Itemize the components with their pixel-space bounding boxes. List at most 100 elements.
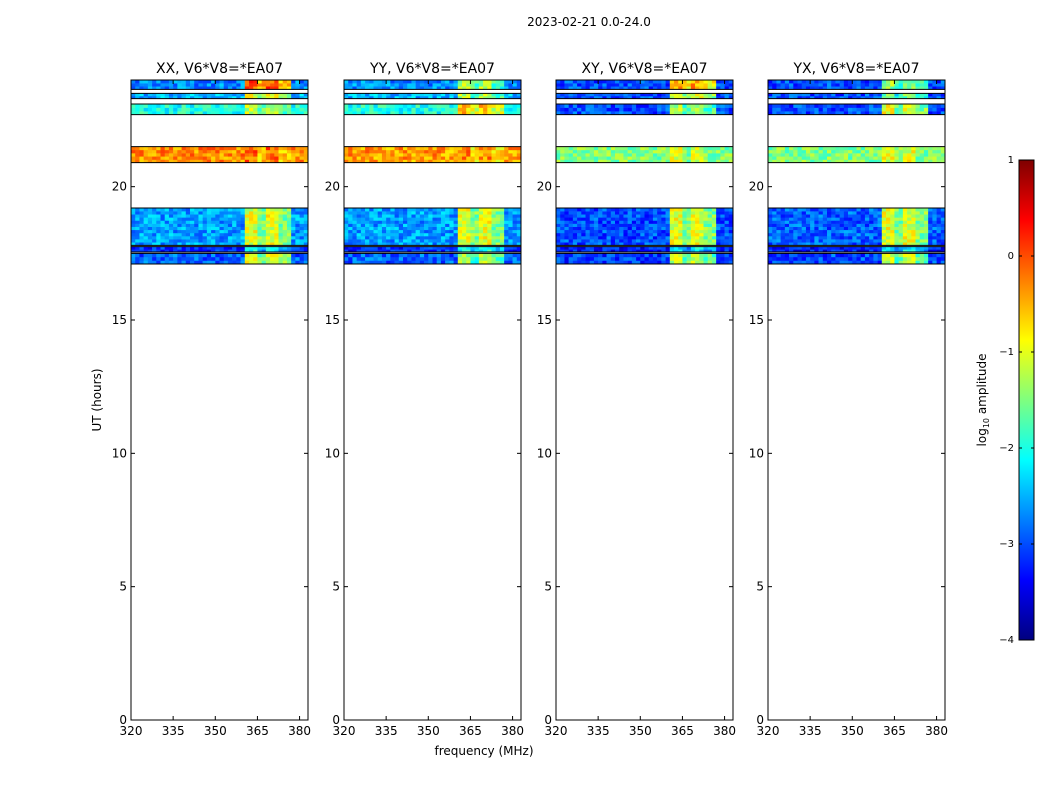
heatmap-cell — [703, 246, 709, 250]
heatmap-cell — [686, 149, 692, 154]
heatmap-cell — [793, 256, 798, 261]
heatmap-cell — [394, 93, 400, 97]
heatmap-cell — [707, 83, 713, 87]
heatmap-cells — [556, 79, 734, 265]
heatmap-cell — [190, 80, 195, 84]
heatmap-cell — [711, 220, 717, 224]
heatmap-cell — [716, 229, 721, 234]
heatmap-cell — [516, 93, 522, 97]
heatmap-cell — [593, 159, 599, 163]
heatmap-cell — [516, 232, 522, 237]
heatmap-cell — [168, 232, 174, 237]
heatmap-cell — [780, 229, 786, 234]
heatmap-cell — [453, 214, 459, 218]
heatmap-cell — [348, 260, 353, 265]
heatmap-cell — [282, 83, 288, 87]
heatmap-cell — [873, 217, 878, 221]
heatmap-cell — [436, 104, 442, 108]
heatmap-cell — [173, 229, 178, 234]
heatmap-cell — [270, 93, 275, 97]
heatmap-cell — [898, 159, 904, 163]
heatmap-cell — [407, 214, 412, 218]
heatmap-cell — [572, 107, 578, 112]
heatmap-cell — [898, 253, 904, 258]
heatmap-cell — [495, 80, 501, 84]
heatmap-cell — [303, 253, 309, 258]
heatmap-cell — [648, 246, 654, 250]
heatmap-cell — [512, 149, 518, 154]
heatmap-cell — [593, 83, 599, 87]
heatmap-cell — [793, 153, 798, 157]
heatmap-cell — [674, 217, 679, 221]
heatmap-cell — [784, 217, 790, 221]
heatmap-cell — [707, 104, 713, 108]
heatmap-cell — [445, 80, 450, 84]
heatmap-cell — [873, 208, 878, 212]
heatmap-cell — [606, 242, 612, 246]
heatmap-cell — [848, 217, 853, 221]
heatmap-cell — [695, 83, 700, 87]
heatmap-cell — [181, 260, 187, 265]
heatmap-cell — [415, 93, 421, 97]
heatmap-cell — [720, 159, 725, 163]
heatmap-cell — [873, 229, 878, 234]
heatmap-cell — [907, 107, 912, 112]
heatmap-cell — [631, 111, 637, 115]
heatmap-cell — [156, 93, 161, 97]
heatmap-cell — [911, 156, 916, 160]
heatmap-cell — [432, 249, 438, 253]
heatmap-cell — [215, 220, 220, 224]
heatmap-cell — [190, 253, 195, 258]
heatmap-cell — [424, 111, 429, 115]
heatmap-cell — [686, 217, 692, 221]
heatmap-cell — [223, 107, 229, 112]
heatmap-cell — [428, 236, 433, 240]
heatmap-cell — [369, 80, 374, 84]
heatmap-cell — [261, 208, 267, 212]
heatmap-cell — [589, 239, 595, 243]
heatmap-cell — [470, 107, 475, 112]
heatmap-cell — [657, 223, 662, 227]
heatmap-cell — [131, 256, 136, 261]
heatmap-cell — [585, 153, 591, 157]
heatmap-cell — [274, 226, 279, 231]
heatmap-cell — [436, 232, 442, 237]
x-tick-label: 350 — [629, 724, 652, 738]
heatmap-cell — [185, 104, 191, 108]
heatmap-cell — [164, 107, 170, 112]
heatmap-cell — [923, 156, 929, 160]
heatmap-cell — [606, 86, 612, 90]
heatmap-cell — [377, 253, 383, 258]
heatmap-cell — [839, 214, 845, 218]
heatmap-cell — [827, 253, 832, 258]
heatmap-cell — [299, 208, 305, 212]
heatmap-cell — [411, 253, 416, 258]
heatmap-cell — [822, 104, 828, 108]
heatmap-cell — [206, 236, 212, 240]
heatmap-cell — [381, 214, 387, 218]
heatmap-cell — [768, 220, 773, 224]
heatmap-cell — [352, 226, 357, 231]
heatmap-cell — [711, 239, 717, 243]
heatmap-cell — [223, 111, 229, 115]
heatmap-cell — [768, 107, 773, 112]
heatmap-cell — [610, 256, 616, 261]
heatmap-cell — [381, 260, 387, 265]
heatmap-cell — [512, 229, 518, 234]
heatmap-cell — [270, 111, 275, 115]
heatmap-cell — [640, 96, 645, 99]
heatmap-cell — [261, 239, 267, 243]
heatmap-cell — [907, 226, 912, 231]
heatmap-cell — [223, 104, 229, 108]
heatmap-cell — [940, 211, 946, 215]
heatmap-cell — [652, 214, 658, 218]
heatmap-cell — [831, 246, 836, 250]
heatmap-cell — [232, 211, 237, 215]
heatmap-cell — [602, 242, 607, 246]
heatmap-cell — [185, 260, 191, 265]
heatmap-cell — [344, 153, 349, 157]
heatmap-cell — [923, 236, 929, 240]
heatmap-cell — [902, 242, 908, 246]
heatmap-cell — [419, 253, 425, 258]
heatmap-cell — [381, 107, 387, 112]
